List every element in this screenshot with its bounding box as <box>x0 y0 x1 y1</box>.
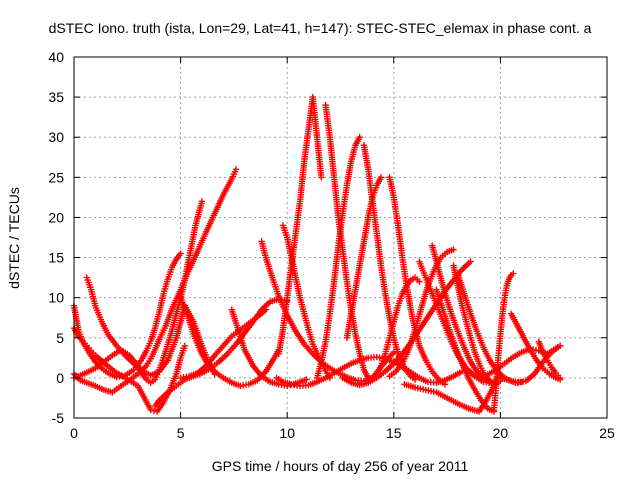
y-tick-label: -5 <box>52 410 65 426</box>
chart-title: dSTEC Iono. truth (ista, Lon=29, Lat=41,… <box>49 20 592 36</box>
x-tick-label: 5 <box>177 425 185 441</box>
data-series <box>386 174 449 388</box>
y-tick-label: 5 <box>56 330 64 346</box>
data-series <box>490 270 517 414</box>
data-point <box>411 376 419 383</box>
y-tick-label: 40 <box>48 49 64 65</box>
plot-frame <box>73 56 608 419</box>
data-series <box>70 250 184 381</box>
data-series <box>343 174 385 341</box>
data-point <box>450 246 457 253</box>
data-point <box>198 198 206 205</box>
data-series <box>313 134 363 382</box>
data-series <box>177 294 282 390</box>
data-series <box>83 274 218 379</box>
data-point <box>467 258 474 265</box>
data-point <box>416 278 423 285</box>
ticks: 0 5 10 15 20 25 -5 0 5 10 15 20 25 30 35 40 <box>48 49 615 441</box>
x-tick-label: 0 <box>70 425 78 441</box>
y-tick-label: 0 <box>56 370 64 386</box>
data-point-fill <box>150 407 158 414</box>
x-axis-label: GPS time / hours of day 256 of year 2011 <box>212 458 469 474</box>
x-tick-label: 20 <box>493 425 509 441</box>
y-tick-label: 35 <box>48 89 64 105</box>
data-point <box>377 174 385 181</box>
y-tick-label: 30 <box>48 129 64 145</box>
data-point <box>556 374 564 382</box>
data-point <box>318 174 325 181</box>
data-series <box>497 342 564 386</box>
data-point <box>509 270 517 277</box>
data-point <box>556 342 564 349</box>
data-series <box>401 370 502 415</box>
y-tick-label: 15 <box>48 250 64 266</box>
x-tick-label: 10 <box>279 425 295 441</box>
data-point <box>262 306 270 313</box>
y-tick-label: 20 <box>48 209 64 225</box>
data-point <box>147 406 154 414</box>
y-axis-label: dSTEC / TECUs <box>6 187 22 289</box>
data-point <box>303 376 310 383</box>
data-series <box>273 353 466 390</box>
y-tick-label: 25 <box>48 169 64 185</box>
data-point <box>441 381 449 388</box>
data-series <box>535 338 564 382</box>
data-series <box>275 93 325 358</box>
data-point <box>177 250 184 257</box>
data-series <box>428 242 493 386</box>
y-tick-label: 10 <box>48 290 64 306</box>
data-series <box>369 274 423 382</box>
data-point <box>356 134 363 141</box>
data-point <box>232 166 240 173</box>
data-point <box>181 342 189 349</box>
x-tick-label: 25 <box>599 425 615 441</box>
x-tick-label: 15 <box>386 425 402 441</box>
data-layer <box>70 93 564 415</box>
